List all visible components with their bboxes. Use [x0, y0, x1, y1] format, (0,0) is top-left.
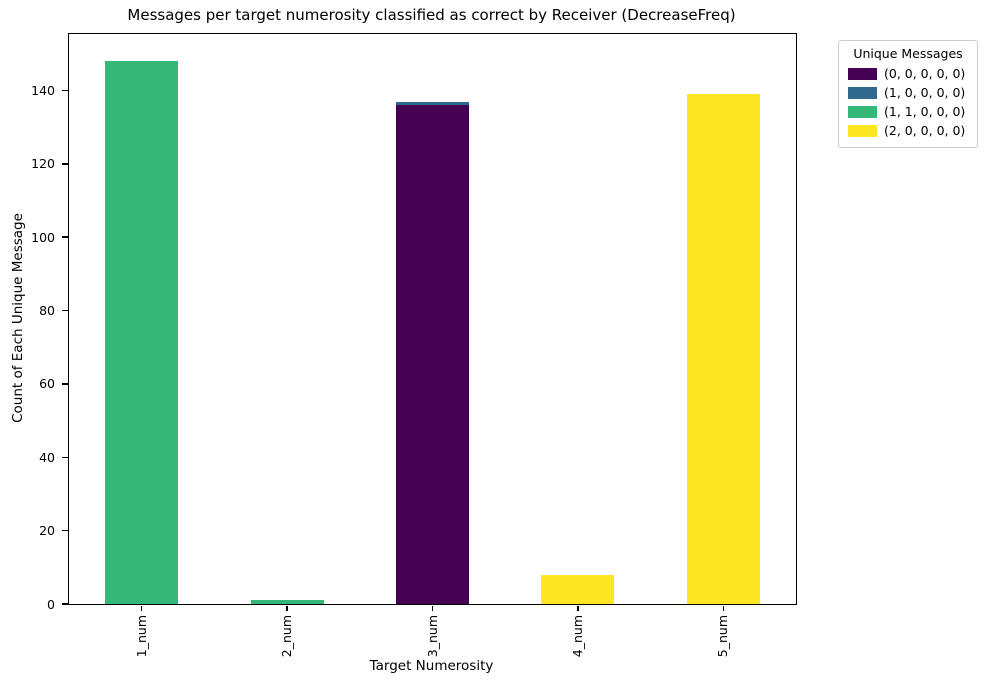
bar-segment [105, 61, 179, 604]
legend-color-swatch [848, 124, 877, 137]
bar-segment [250, 600, 324, 604]
legend-label: (1, 0, 0, 0, 0) [884, 85, 966, 100]
x-tick-mark [286, 605, 288, 611]
y-axis-label: Count of Each Unique Message [10, 213, 26, 423]
legend-label: (1, 1, 0, 0, 0) [884, 104, 966, 119]
legend-label: (2, 0, 0, 0, 0) [884, 123, 966, 138]
x-tick-label: 1_num [133, 615, 149, 658]
x-tick-label: 4_num [569, 615, 585, 658]
y-tick-label: 0 [47, 596, 55, 612]
y-tick-mark [62, 603, 68, 605]
y-tick-label: 60 [39, 376, 55, 392]
x-tick-label: 2_num [279, 615, 295, 658]
y-tick-label: 20 [39, 523, 55, 539]
y-tick-mark [62, 456, 68, 459]
y-tick-mark [62, 163, 68, 165]
x-tick-label: 5_num [715, 615, 731, 658]
y-tick-label: 80 [39, 303, 55, 319]
legend-color-swatch [848, 105, 877, 118]
y-tick-label: 40 [39, 449, 55, 465]
y-tick-label: 140 [31, 82, 55, 98]
legend-entries: (0, 0, 0, 0, 0) (1, 0, 0, 0, 0) (1, 1, 0, … [848, 64, 968, 140]
x-tick-label: 3_num [424, 615, 440, 658]
bar-segment [396, 101, 469, 106]
legend-title: Unique Messages [853, 46, 963, 61]
x-tick-mark [140, 605, 143, 611]
y-tick-mark [62, 529, 68, 532]
y-tick-mark [62, 236, 68, 238]
legend-entry: (1, 0, 0, 0, 0) [848, 83, 968, 102]
legend: Unique Messages (0, 0, 0, 0, 0) (1, 0, 0,… [838, 40, 978, 148]
legend-entry: (2, 0, 0, 0, 0) [848, 121, 968, 140]
bar-segment [541, 574, 615, 604]
y-tick-mark [62, 89, 68, 92]
y-tick-mark [62, 309, 68, 312]
legend-color-swatch [848, 86, 877, 99]
x-tick-mark [722, 605, 725, 611]
plot-area: 0 20 40 60 80 100 120 140 1_num 2_num 3_num 4_num 5_… [31, 33, 797, 657]
x-tick-mark [431, 605, 434, 611]
y-tick-label: 120 [31, 156, 55, 172]
bar-segment [396, 105, 469, 604]
legend-label: (0, 0, 0, 0, 0) [884, 66, 966, 81]
legend-entry: (1, 1, 0, 0, 0) [848, 102, 968, 121]
x-axis-label: Target Numerosity [369, 658, 494, 674]
x-tick-mark [577, 605, 579, 611]
chart-title: Messages per target numerosity classifie… [127, 6, 736, 24]
y-tick-label: 100 [31, 229, 55, 245]
legend-color-swatch [848, 67, 877, 80]
bar-segment [686, 94, 760, 604]
y-tick-mark [62, 383, 68, 385]
legend-entry: (0, 0, 0, 0, 0) [848, 64, 968, 83]
